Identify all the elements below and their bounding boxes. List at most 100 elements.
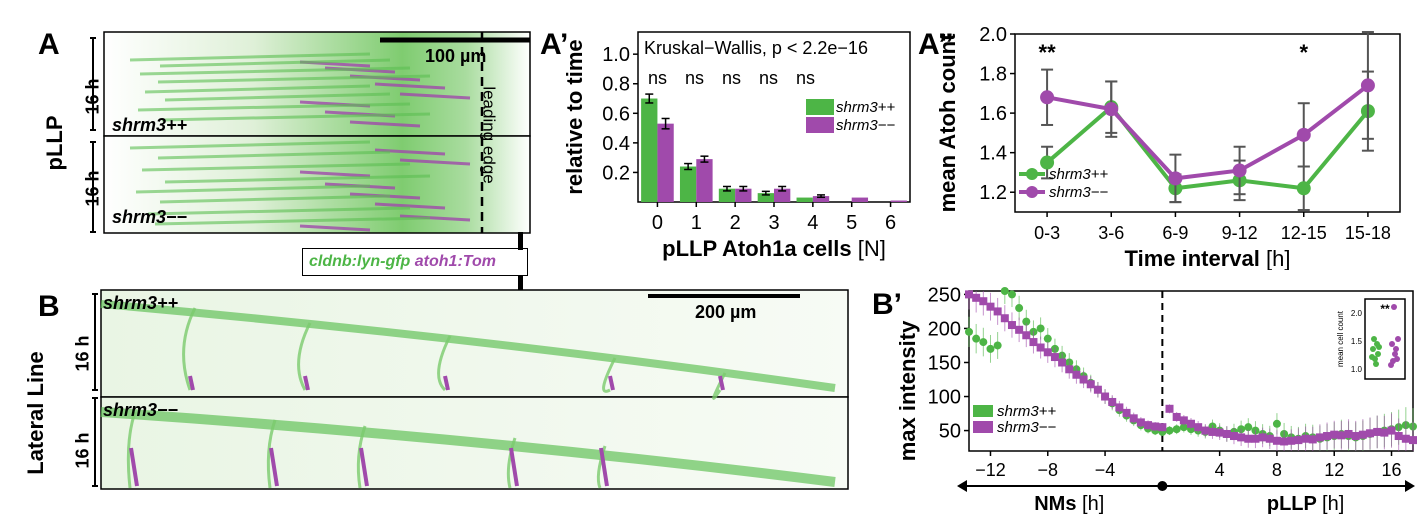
- point-shrm3−−: [979, 297, 988, 306]
- ytick-label: 1.0: [602, 44, 630, 66]
- legend-label: shrm3−−: [836, 117, 895, 134]
- legend-swatch: [973, 405, 993, 417]
- arrow-right-head: [1405, 480, 1415, 492]
- point-shrm3−−: [1323, 432, 1332, 441]
- connector-top: [518, 232, 523, 250]
- chart-a-prime: Kruskal−Wallis, p < 2.2e−16 0.2 0.4 0.6 0.8 1…: [562, 31, 911, 261]
- point-shrm3−−: [1050, 353, 1059, 362]
- xtick-label: −12: [975, 460, 1006, 480]
- point-shrm3−−: [1079, 375, 1088, 384]
- point-shrm3−−: [1136, 418, 1145, 427]
- x-axis-label: pLLP Atoh1a cells [N]: [662, 236, 886, 261]
- ytick-label: 100: [928, 387, 961, 409]
- point-shrm3−−: [1272, 436, 1281, 445]
- duration-b-top: 16 h: [72, 335, 93, 372]
- point-shrm3−−: [1129, 414, 1138, 423]
- inset-point-wt: [1369, 354, 1375, 360]
- panel-b-row-label: Lateral Line: [23, 351, 48, 475]
- point-shrm3−−: [1043, 348, 1052, 357]
- point-shrm3−−: [1022, 331, 1031, 340]
- significance-label: *: [1299, 40, 1308, 65]
- legend-marker: [1026, 186, 1038, 198]
- kymo-green-streak: [159, 58, 391, 68]
- kymo-green-streak: [154, 216, 431, 226]
- point-shrm3−−: [1351, 432, 1360, 441]
- kymo-magenta-streak: [399, 158, 471, 166]
- point-shrm3−−: [1000, 314, 1009, 323]
- x-axis-label-left: NMs [h]: [1034, 493, 1104, 515]
- point-shrm3−−: [1287, 436, 1296, 445]
- legend-swatch: [806, 99, 834, 115]
- marker-legend: cldnb:lyn-gfp atoh1:Tom: [302, 248, 528, 276]
- ll-bottom-atoh: [359, 447, 369, 487]
- inset-point-wt: [1370, 346, 1376, 352]
- inset-point-mut: [1393, 346, 1399, 352]
- ytick-label: 0.2: [602, 162, 630, 184]
- point-shrm3−−: [1172, 412, 1181, 421]
- marker-magenta: atoh1:Tom: [414, 253, 496, 270]
- kymo-green-streak: [161, 112, 431, 122]
- kymo-green-streak: [137, 102, 411, 112]
- panel-label-b-prime: B’: [872, 288, 902, 321]
- ll-top-main: [100, 300, 836, 392]
- point-shrm3−−: [1251, 434, 1260, 443]
- point-shrm3−−: [1101, 392, 1110, 401]
- ll-bottom-atoh: [509, 447, 519, 487]
- inset-point-wt: [1373, 361, 1379, 367]
- duration-a-top: 16 h: [82, 78, 103, 115]
- point-shrm3−−: [1215, 428, 1224, 437]
- ll-top-deposit: [297, 322, 312, 391]
- point-shrm3−−: [1194, 423, 1203, 432]
- significance-label: ns: [796, 68, 815, 88]
- xtick-label: 6-9: [1162, 223, 1188, 243]
- genotype-a-bottom: shrm3−−: [112, 207, 188, 227]
- point-shrm3−−: [1040, 90, 1055, 105]
- point-shrm3−−: [1394, 432, 1403, 441]
- bar-shrm3−−: [890, 200, 907, 202]
- point-shrm3++: [1165, 426, 1174, 435]
- bar-shrm3++: [718, 188, 736, 202]
- point-shrm3++: [1179, 423, 1188, 432]
- point-shrm3−−: [986, 302, 995, 311]
- kymo-green-streak: [129, 52, 371, 62]
- point-shrm3−−: [1208, 427, 1217, 436]
- point-shrm3−−: [1122, 408, 1131, 417]
- y-axis-label: relative to time: [562, 39, 587, 194]
- kymo-green-streak: [135, 184, 371, 194]
- kymo-green-streak: [129, 140, 371, 150]
- inset-point-mut: [1388, 362, 1394, 368]
- panel-label-b: B: [38, 290, 60, 323]
- leading-edge-label: leading edge: [479, 86, 499, 184]
- point-shrm3++: [993, 341, 1002, 350]
- bar-shrm3−−: [657, 123, 674, 202]
- kymo-green-streak: [157, 150, 391, 160]
- point-shrm3−−: [1222, 429, 1231, 438]
- point-shrm3−−: [1294, 436, 1303, 445]
- kymo-green-streak: [157, 74, 431, 84]
- duration-b-bottom: 16 h: [72, 432, 93, 469]
- xtick-label: 1: [691, 212, 702, 234]
- panel-a-image: [90, 31, 531, 234]
- kymo-magenta-streak: [299, 224, 371, 232]
- point-shrm3−−: [1258, 433, 1267, 442]
- ytick-label: 0.6: [602, 103, 630, 125]
- xtick-label: 15-18: [1345, 223, 1391, 243]
- kymo-green-streak: [164, 92, 391, 102]
- xtick-label: −4: [1095, 460, 1116, 480]
- x-axis-label: Time interval [h]: [1125, 246, 1291, 270]
- point-shrm3−−: [1165, 404, 1174, 413]
- xtick-label: 5: [846, 212, 857, 234]
- ytick-label: 0.8: [602, 74, 630, 96]
- ytick-label: 150: [928, 352, 961, 374]
- legend-swatch: [973, 421, 993, 433]
- bar-shrm3++: [796, 197, 813, 202]
- ll-bottom-deposit: [596, 445, 607, 489]
- ll-bottom-atoh: [129, 447, 139, 487]
- panel-a-row-label: pLLP: [42, 115, 67, 171]
- xtick-label: 12-15: [1281, 223, 1327, 243]
- point-shrm3++: [972, 334, 981, 343]
- point-shrm3−−: [1380, 428, 1389, 437]
- point-shrm3−−: [1358, 430, 1367, 439]
- point-shrm3−−: [1036, 343, 1045, 352]
- point-shrm3−−: [1108, 397, 1117, 406]
